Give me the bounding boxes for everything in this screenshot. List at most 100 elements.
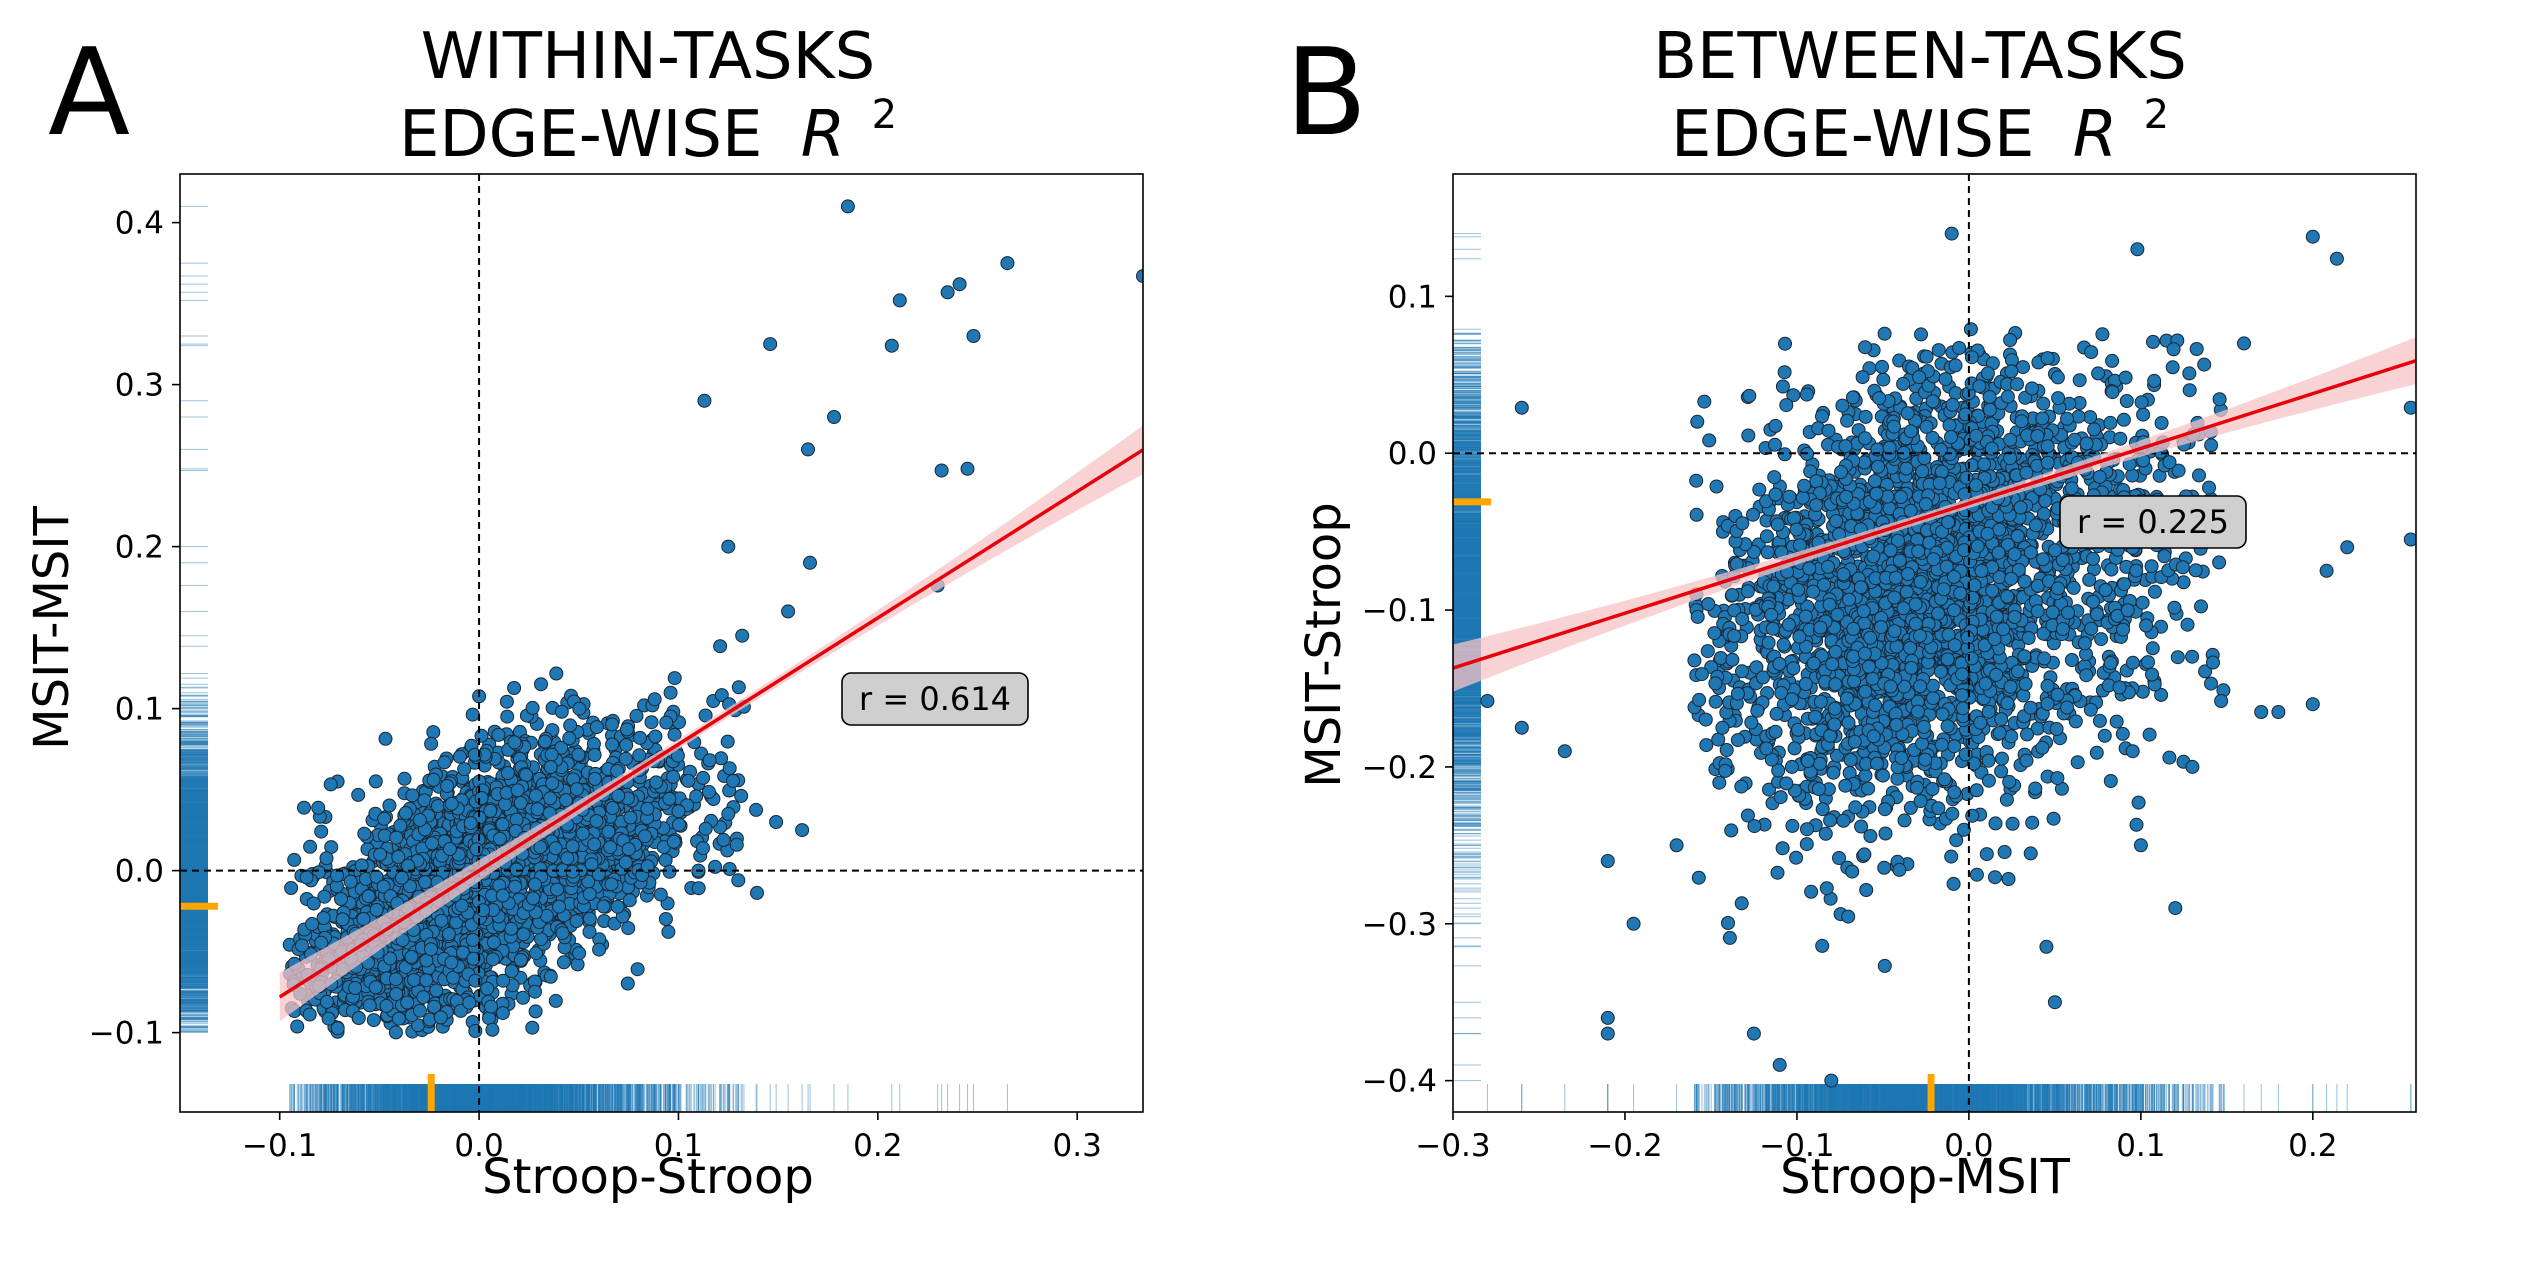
panel-a-point: [528, 877, 542, 892]
panel-a-point: [356, 912, 371, 926]
panel-b-letter: B: [1285, 24, 1367, 163]
panel-a-point: [543, 760, 558, 774]
panel-a-point: [781, 604, 796, 619]
panel-a-point: [618, 751, 633, 766]
panel-a-point: [701, 784, 716, 799]
panel-a-point: [528, 788, 543, 803]
panel-b-point: [2116, 412, 2131, 427]
panel-b-point: [2036, 396, 2051, 411]
panel-a-point: [672, 817, 686, 832]
panel-b-point: [2136, 407, 2151, 422]
panel-a-point: [498, 797, 512, 812]
panel-b-plot-area: −0.3 −0.2 −0.1 0.0 0.1 0.2−0.4−0.3−0.2−0.10.0…: [1362, 173, 2417, 1164]
panel-a-point: [575, 826, 590, 841]
panel-a-point: [571, 747, 586, 762]
panel-a-point: [662, 864, 677, 879]
panel-a-y-tick-label: 0.1: [115, 692, 164, 728]
panel-a-point: [513, 795, 528, 810]
panel-a-point: [382, 798, 397, 813]
panel-b-point: [2025, 815, 2040, 830]
panel-a-point: [368, 980, 383, 995]
panel-a-point: [803, 555, 817, 570]
panel-a-point: [474, 791, 489, 805]
panel-a-point: [534, 677, 548, 692]
panel-a-point: [362, 998, 377, 1013]
panel-a-point: [484, 999, 498, 1014]
panel-a-point: [671, 804, 686, 819]
panel-a-point: [618, 855, 633, 870]
panel-b-point: [1687, 653, 1702, 668]
panel-a-point: [287, 852, 302, 867]
panel-a: A WITHIN-TASKS EDGE-WISE R 2 −0.1 0.0 0.1 0…: [24, 20, 1144, 1205]
panel-b-point: [2146, 334, 2160, 349]
panel-b-point: [1777, 365, 1792, 380]
panel-b-point: [1858, 768, 1873, 783]
panel-a-point: [519, 768, 534, 782]
panel-b-point: [1768, 437, 1782, 452]
panel-a-point: [335, 912, 350, 927]
panel-a-point: [526, 891, 541, 906]
panel-a-point: [731, 873, 746, 888]
panel-a-point: [412, 813, 427, 827]
panel-a-point: [667, 671, 682, 686]
panel-b-point: [1969, 867, 1984, 882]
panel-a-point: [696, 841, 710, 856]
panel-a-point: [305, 917, 320, 931]
panel-a-point: [525, 700, 540, 715]
panel-b-point: [1821, 423, 1836, 438]
panel-a-y-tick-label: 0.4: [115, 206, 164, 242]
panel-a-point: [389, 830, 404, 845]
panel-a-point: [559, 793, 573, 808]
panel-a-point: [419, 973, 434, 988]
panel-b-point: [1702, 433, 1717, 448]
panel-a-point: [495, 817, 510, 832]
panel-a-point: [463, 816, 478, 831]
panel-a-point: [440, 779, 455, 793]
panel-a-point: [658, 912, 673, 926]
panel-a-point: [429, 983, 444, 998]
panel-b-point: [1875, 359, 1889, 374]
panel-a-x-axis-label: Stroop-Stroop: [482, 1149, 814, 1205]
panel-a-point: [562, 731, 577, 746]
panel-a-point: [698, 821, 713, 836]
panel-a-point: [513, 952, 528, 967]
panel-b-point: [1722, 930, 1737, 945]
panel-a-annotation-text: r = 0.614: [859, 680, 1011, 718]
panel-a-point: [391, 1011, 406, 1026]
panel-a-point: [735, 628, 750, 643]
panel-a-point: [500, 766, 515, 780]
panel-a-point: [611, 788, 626, 803]
panel-a-point: [587, 748, 602, 762]
panel-b-point: [2082, 572, 2097, 587]
panel-a-point: [605, 801, 620, 815]
panel-b-point: [2103, 774, 2118, 788]
panel-a-point: [587, 837, 602, 852]
panel-b-point: [1876, 372, 1891, 387]
panel-b-point: [1689, 473, 1704, 488]
panel-a-point: [485, 952, 500, 967]
panel-a-title-text: EDGE-WISE: [399, 98, 762, 172]
panel-b-point: [1878, 826, 1893, 841]
panel-a-point: [348, 981, 363, 995]
panel-a-letter: A: [48, 24, 130, 163]
panel-a-point: [351, 787, 366, 802]
panel-a-point: [565, 839, 580, 854]
panel-a-point: [379, 998, 394, 1013]
panel-a-point: [485, 1022, 500, 1037]
panel-b-point: [1708, 694, 1723, 709]
panel-a-point: [398, 806, 413, 820]
panel-b-point: [1858, 409, 1873, 424]
panel-b-point: [1804, 884, 1819, 899]
panel-b-point: [2004, 729, 2019, 744]
panel-a-point: [545, 776, 560, 791]
panel-a-point: [466, 951, 481, 966]
panel-a-point: [299, 870, 314, 885]
panel-a-point: [516, 990, 530, 1005]
panel-a-point: [388, 972, 403, 987]
panel-a-point: [548, 841, 563, 856]
panel-a-point: [605, 717, 619, 732]
panel-b-point: [1815, 409, 1829, 424]
panel-a-y-tick-label: −0.1: [89, 1016, 164, 1052]
panel-a-point: [480, 981, 495, 996]
panel-a-point: [444, 796, 459, 811]
